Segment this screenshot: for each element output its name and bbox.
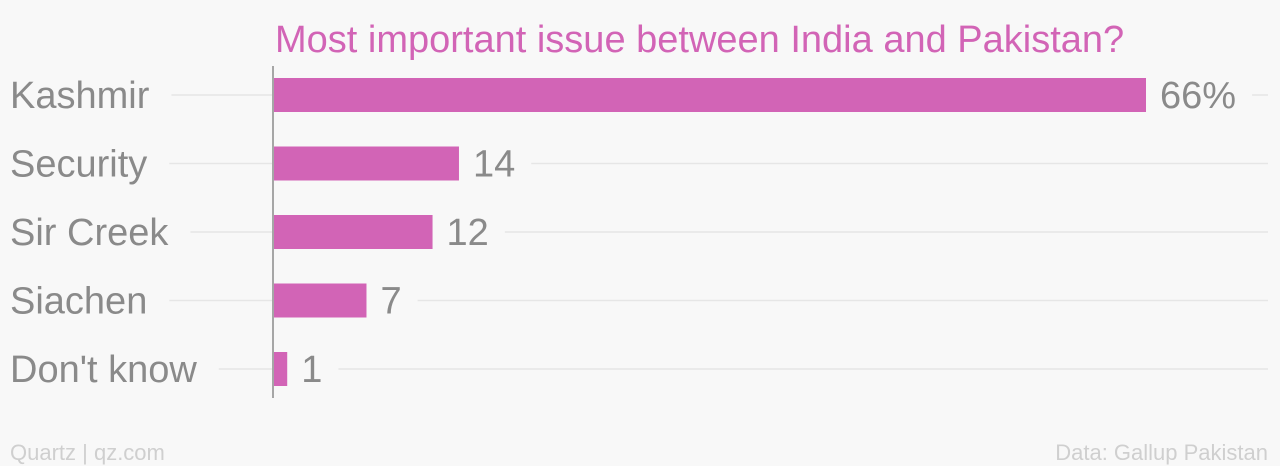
value-label: 66%	[1160, 75, 1236, 117]
value-label: 1	[301, 349, 322, 391]
category-label: Security	[10, 144, 147, 186]
value-label: 12	[447, 212, 489, 254]
chart-title: Most important issue between India and P…	[275, 19, 1124, 61]
value-label: 7	[380, 281, 401, 323]
category-label: Don't know	[10, 349, 197, 391]
bar	[274, 215, 433, 249]
category-labels: Kashmir Security Sir Creek Siachen Don't kno…	[10, 75, 197, 391]
bar	[274, 283, 367, 318]
bar	[274, 78, 1146, 112]
category-label: Siachen	[10, 281, 147, 323]
gridlines	[169, 94, 1268, 370]
bar	[274, 146, 459, 181]
category-label: Sir Creek	[10, 212, 169, 254]
value-labels: 66% 14 12 7 1	[301, 75, 1236, 391]
value-label: 14	[473, 144, 515, 186]
footer-source-left: Quartz | qz.com	[10, 440, 165, 465]
category-label: Kashmir	[10, 75, 150, 117]
footer-source-right: Data: Gallup Pakistan	[1055, 440, 1268, 465]
bar	[274, 352, 288, 386]
bars	[274, 78, 1146, 386]
